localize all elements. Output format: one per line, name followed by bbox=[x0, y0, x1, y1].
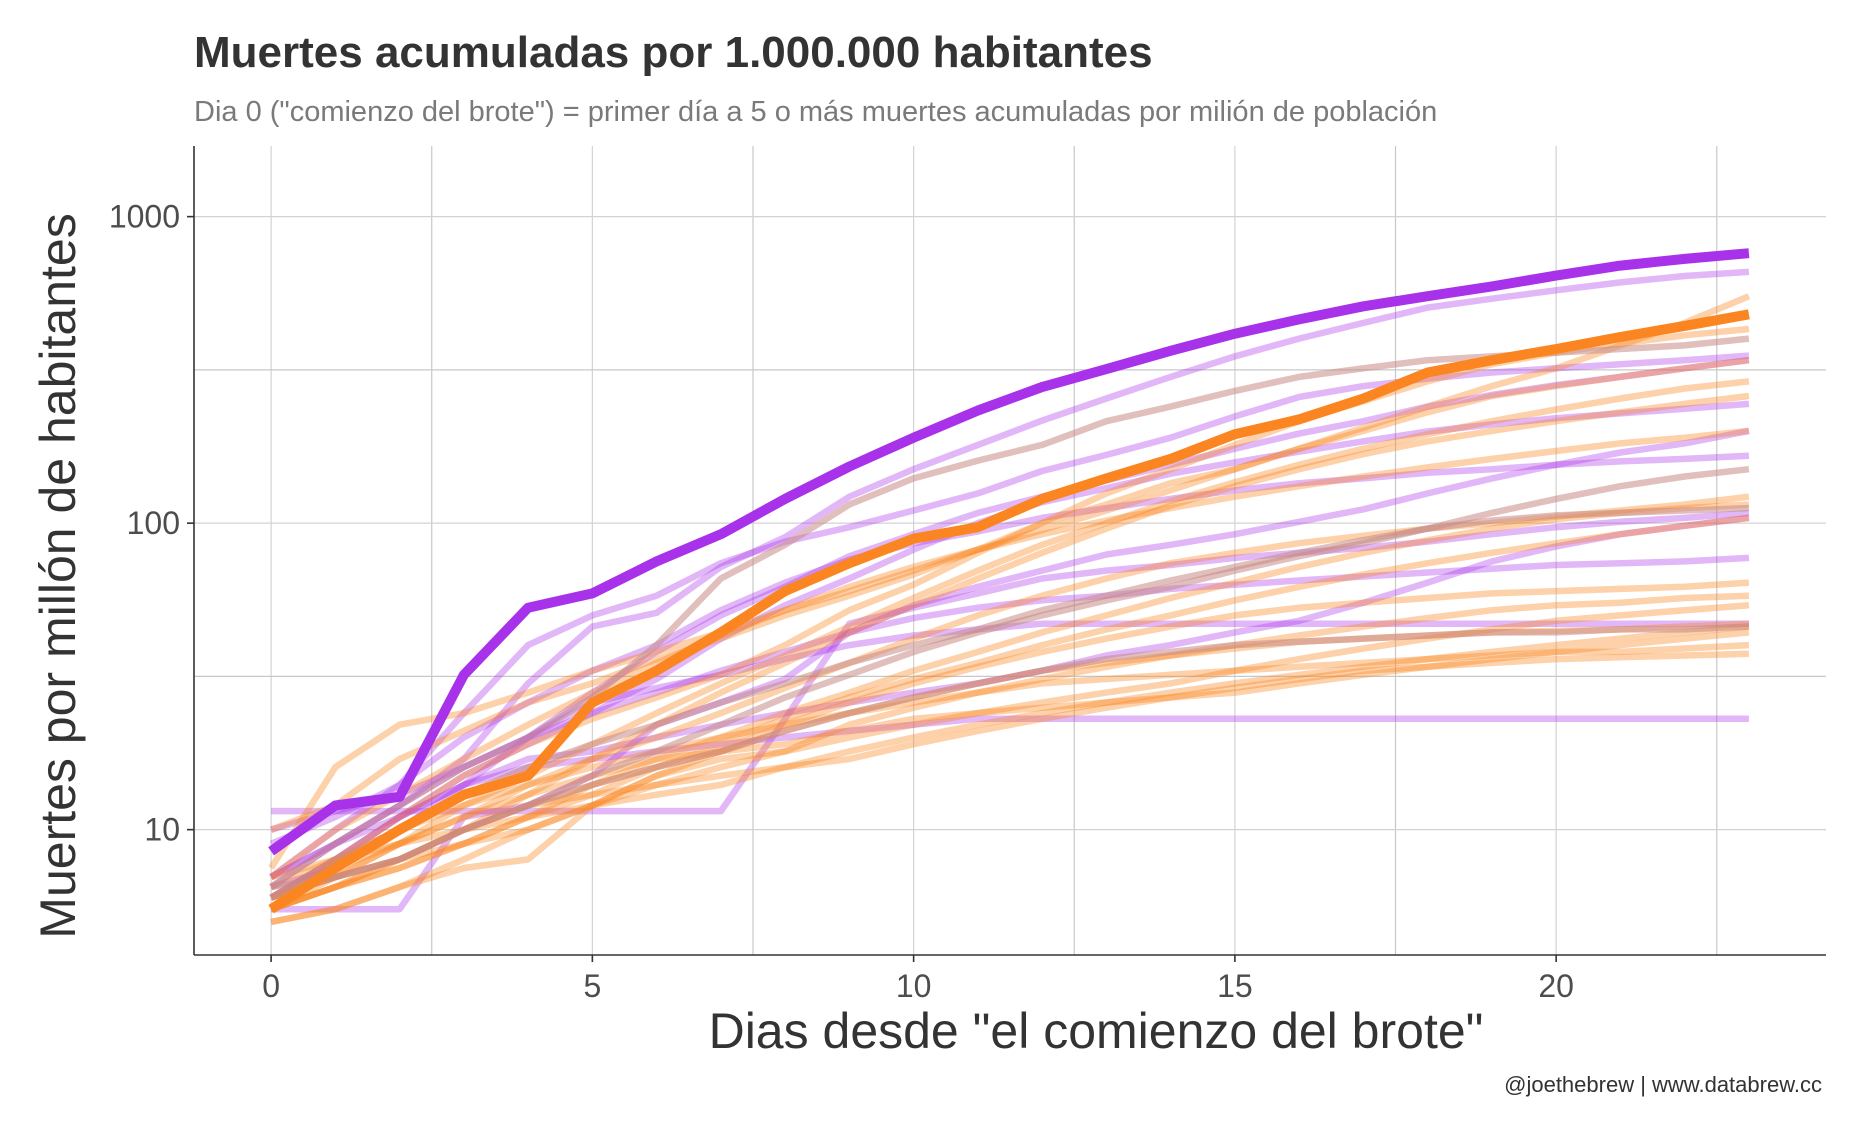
series-line-24 bbox=[269, 427, 1750, 880]
x-tick-label: 5 bbox=[583, 968, 601, 1004]
series-line-12 bbox=[268, 293, 1751, 870]
series-line-30 bbox=[269, 504, 1750, 901]
highlight-line-purple bbox=[268, 248, 1750, 856]
x-tick-label: 10 bbox=[896, 968, 932, 1004]
x-axis-label: Dias desde "el comienzo del brote" bbox=[708, 1003, 1484, 1059]
x-tick-label: 15 bbox=[1217, 968, 1253, 1004]
highlight-series bbox=[268, 248, 1750, 914]
tick-labels: 0 5 10 15 20 10 100 1000 bbox=[109, 199, 1574, 1004]
series-line-20 bbox=[270, 501, 1750, 913]
y-tick-label: 100 bbox=[127, 505, 180, 541]
series-line-23 bbox=[269, 629, 1750, 901]
x-tick-label: 0 bbox=[262, 968, 280, 1004]
chart-title: Muertes acumuladas por 1.000.000 habitan… bbox=[194, 28, 1153, 77]
series-line-26 bbox=[270, 514, 1750, 913]
series-line-32 bbox=[270, 623, 1750, 901]
background-series bbox=[268, 268, 1751, 926]
series-line-16 bbox=[270, 579, 1750, 926]
x-tick-label: 20 bbox=[1538, 968, 1574, 1004]
series-line-18 bbox=[270, 592, 1750, 926]
caption: @joethebrew | www.databrew.cc bbox=[1504, 1072, 1822, 1097]
series-line-6 bbox=[269, 352, 1750, 847]
highlight-line-orange bbox=[268, 309, 1750, 914]
series-line-4 bbox=[269, 452, 1750, 880]
axes bbox=[193, 146, 1826, 956]
series-line-8 bbox=[269, 268, 1750, 880]
series-line-22 bbox=[270, 392, 1750, 913]
y-tick-label: 1000 bbox=[109, 199, 180, 235]
y-tick-label: 10 bbox=[144, 812, 180, 848]
series-line-19 bbox=[269, 641, 1750, 890]
chart-subtitle: Dia 0 ("comienzo del brote") = primer dí… bbox=[194, 96, 1438, 128]
series-line-28 bbox=[270, 623, 1750, 881]
series-line-13 bbox=[269, 356, 1750, 901]
series-line-27 bbox=[270, 601, 1750, 901]
